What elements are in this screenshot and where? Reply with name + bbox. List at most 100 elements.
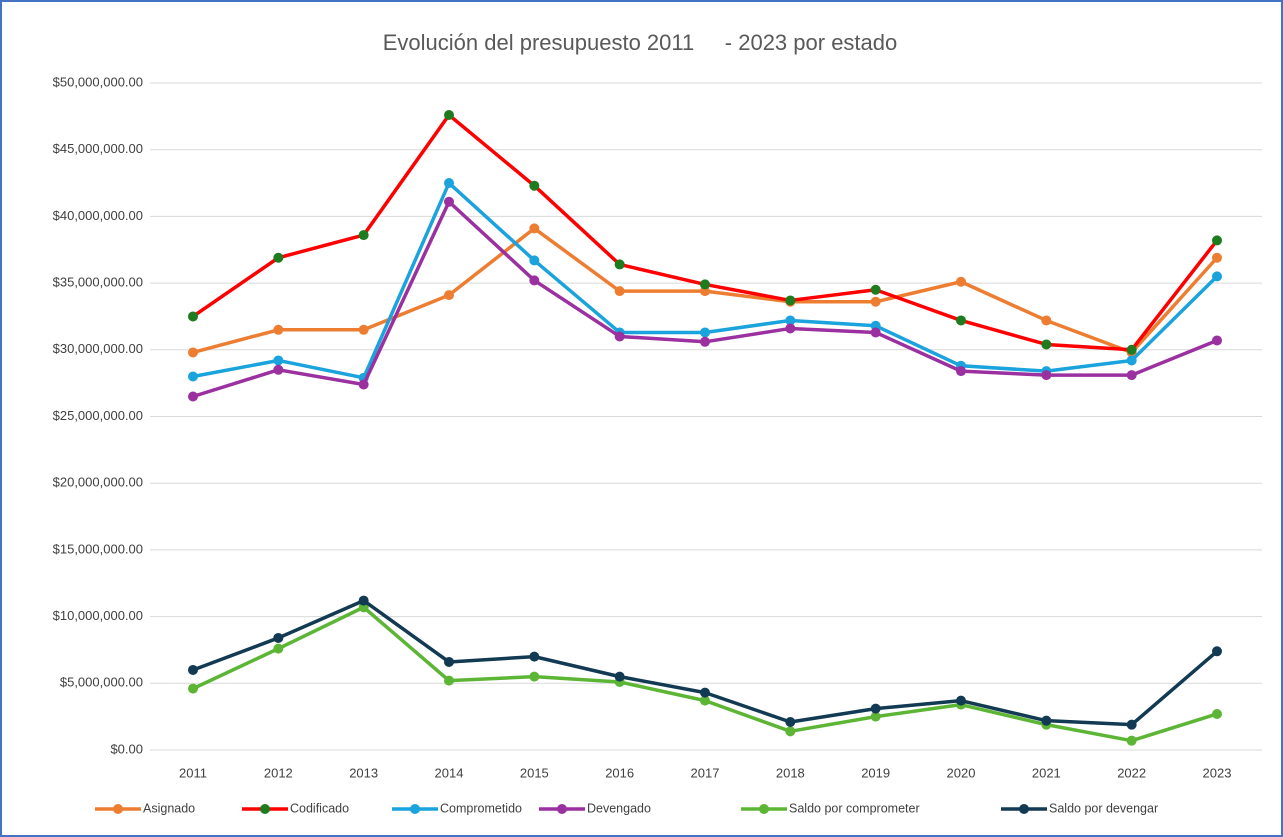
x-tick-label: 2013 — [349, 765, 378, 780]
data-point — [1041, 315, 1052, 326]
data-point — [188, 683, 198, 694]
data-point — [785, 295, 796, 306]
y-tick-label: $5,000,000.00 — [60, 675, 143, 690]
legend-marker — [410, 804, 420, 814]
data-point — [529, 223, 540, 234]
data-point — [1041, 339, 1052, 350]
y-tick-label: $35,000,000.00 — [53, 275, 143, 290]
data-point — [1126, 344, 1137, 355]
data-point — [188, 391, 198, 402]
data-point — [870, 703, 881, 714]
data-point — [700, 327, 710, 338]
legend-label: Saldo por comprometer — [789, 801, 920, 815]
y-tick-label: $20,000,000.00 — [53, 475, 143, 490]
y-tick-label: $40,000,000.00 — [53, 208, 143, 223]
data-point — [529, 255, 540, 266]
data-point — [1212, 235, 1222, 246]
y-tick-label: $25,000,000.00 — [53, 408, 143, 423]
x-tick-label: 2011 — [179, 765, 207, 780]
data-point — [529, 671, 540, 682]
data-point — [273, 643, 284, 654]
data-point — [273, 252, 284, 263]
data-point — [956, 276, 966, 287]
legend-marker — [1019, 804, 1029, 814]
y-tick-label: $45,000,000.00 — [53, 141, 143, 156]
legend-marker — [557, 804, 567, 814]
data-point — [870, 711, 881, 722]
data-point — [1212, 252, 1222, 263]
x-tick-label: 2014 — [435, 765, 464, 780]
data-point — [188, 371, 198, 382]
data-point — [444, 675, 454, 686]
y-tick-label: $50,000,000.00 — [53, 74, 143, 89]
legend-marker — [759, 804, 769, 814]
data-point — [785, 315, 796, 326]
legend-label: Devengado — [587, 801, 651, 815]
data-point — [1041, 370, 1052, 381]
data-point — [1126, 735, 1137, 746]
data-point — [188, 311, 198, 322]
data-point — [614, 331, 625, 342]
y-tick-label: $30,000,000.00 — [53, 341, 143, 356]
data-point — [188, 347, 198, 358]
data-point — [700, 695, 710, 706]
data-point — [870, 284, 881, 295]
data-point — [358, 230, 369, 241]
data-point — [358, 324, 369, 335]
legend-label: Saldo por devengar — [1049, 801, 1158, 815]
data-point — [1212, 646, 1222, 657]
data-point — [273, 324, 284, 335]
data-point — [444, 290, 454, 301]
data-point — [529, 275, 540, 286]
x-tick-label: 2020 — [947, 765, 976, 780]
x-tick-label: 2023 — [1203, 765, 1232, 780]
data-point — [444, 196, 454, 207]
data-point — [785, 716, 796, 727]
data-point — [614, 671, 625, 682]
data-point — [444, 656, 454, 667]
chart-title: Evolución del presupuesto 2011 - 2023 po… — [383, 30, 898, 55]
data-point — [614, 259, 625, 270]
data-point — [870, 327, 881, 338]
data-point — [700, 336, 710, 347]
x-tick-label: 2017 — [691, 765, 720, 780]
data-point — [700, 687, 710, 698]
legend-label: Comprometido — [440, 801, 522, 815]
data-point — [1212, 708, 1222, 719]
data-point — [956, 315, 966, 326]
x-tick-label: 2021 — [1032, 765, 1061, 780]
data-point — [358, 379, 369, 390]
x-tick-label: 2019 — [861, 765, 890, 780]
data-point — [1212, 271, 1222, 282]
data-point — [870, 296, 881, 307]
data-point — [188, 664, 198, 675]
data-point — [1041, 715, 1052, 726]
data-point — [444, 110, 454, 121]
data-point — [785, 323, 796, 334]
data-point — [273, 632, 284, 643]
data-point — [956, 366, 966, 377]
data-point — [614, 286, 625, 297]
data-point — [273, 364, 284, 375]
data-point — [529, 180, 540, 191]
y-tick-label: $15,000,000.00 — [53, 541, 143, 556]
data-point — [529, 651, 540, 662]
x-tick-label: 2016 — [605, 765, 634, 780]
data-point — [1126, 355, 1137, 366]
y-tick-label: $0.00 — [110, 741, 143, 756]
x-tick-label: 2018 — [776, 765, 805, 780]
data-point — [273, 355, 284, 366]
data-point — [358, 595, 369, 606]
y-tick-label: $10,000,000.00 — [53, 608, 143, 623]
data-point — [1126, 370, 1137, 381]
data-point — [1126, 719, 1137, 730]
data-point — [444, 178, 454, 189]
legend-label: Codificado — [290, 801, 349, 815]
legend-marker — [113, 804, 123, 814]
legend-label: Asignado — [143, 801, 195, 815]
data-point — [700, 279, 710, 290]
x-tick-label: 2012 — [264, 765, 293, 780]
data-point — [785, 726, 796, 737]
